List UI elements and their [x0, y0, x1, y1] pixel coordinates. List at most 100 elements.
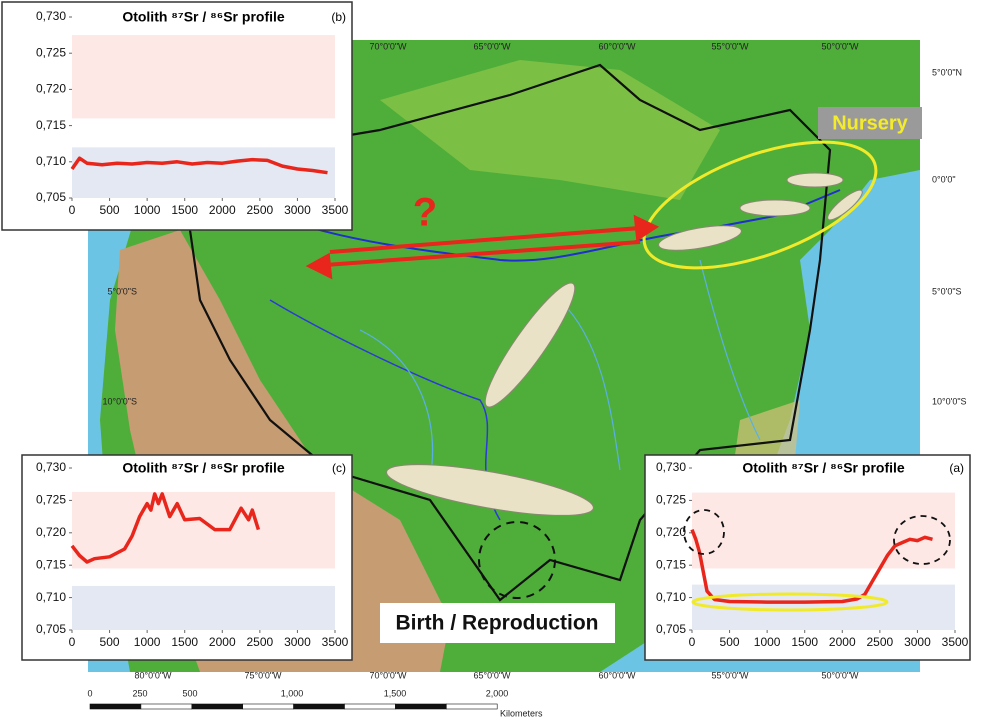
- scale-segment: [344, 703, 396, 710]
- latitude-label: 5°0'0"N: [932, 67, 962, 77]
- longitude-label: 60°0'0"W: [598, 670, 636, 680]
- chart-title: Otolith ⁸⁷Sr / ⁸⁶Sr profile: [122, 460, 285, 476]
- scale-segment: [140, 703, 193, 710]
- scale-label: 250: [132, 688, 147, 698]
- y-tick-label: 0,715: [36, 118, 66, 132]
- x-tick-label: 2000: [829, 635, 856, 649]
- range-band: [72, 147, 335, 198]
- x-tick-label: 1000: [134, 203, 161, 217]
- scale-segment: [395, 703, 447, 710]
- x-tick-label: 2000: [209, 203, 236, 217]
- birth-circle: [478, 521, 556, 599]
- longitude-label: 60°0'0"W: [598, 41, 636, 51]
- y-tick-label: 0,720: [36, 525, 66, 539]
- basin-border: [188, 63, 832, 602]
- y-tick-label: 0,710: [656, 590, 686, 604]
- bottom-strip: [88, 672, 920, 720]
- x-tick-label: 1000: [134, 635, 161, 649]
- chart-title: Otolith ⁸⁷Sr / ⁸⁶Sr profile: [122, 9, 285, 25]
- y-tick-label: 0,715: [656, 557, 686, 571]
- range-band: [72, 585, 335, 630]
- x-tick-label: 2000: [209, 635, 236, 649]
- y-tick-label: 0,725: [656, 493, 686, 507]
- profile-line: [70, 492, 261, 564]
- question-mark: ?: [413, 191, 437, 235]
- y-tick-label: 0,705: [36, 190, 66, 204]
- scale-segment: [89, 703, 142, 710]
- y-tick-label: 0,705: [656, 622, 686, 636]
- x-tick-label: 1500: [171, 203, 198, 217]
- scale-label: 2,000: [486, 688, 509, 698]
- latitude-label: 10°0'0"S: [932, 396, 967, 406]
- x-tick-label: 0: [689, 635, 696, 649]
- y-tick-label: 0,715: [36, 557, 66, 571]
- x-tick-label: 500: [100, 203, 120, 217]
- x-tick-label: 1500: [171, 635, 198, 649]
- scale-segment: [242, 703, 294, 710]
- range-band: [72, 35, 335, 119]
- x-tick-label: 3500: [322, 635, 349, 649]
- birth-box: [380, 603, 615, 643]
- insets: Otolith ⁸⁷Sr / ⁸⁶Sr profile (b) 0,705 0,710…: [1, 1, 971, 661]
- x-tick-label: 3500: [942, 635, 969, 649]
- nursery-box: [818, 107, 922, 139]
- y-tick-label: 0,730: [36, 460, 66, 474]
- range-band: [72, 491, 335, 569]
- latitude-label: 5°0'0"S: [932, 286, 962, 296]
- latitude-label: 10°0'0"S: [102, 396, 137, 406]
- x-tick-label: 0: [69, 635, 76, 649]
- x-tick-label: 3500: [322, 203, 349, 217]
- panel-label: (b): [331, 10, 346, 24]
- y-tick-label: 0,725: [36, 45, 66, 59]
- y-tick-label: 0,725: [36, 493, 66, 507]
- scale-label: 1,500: [384, 688, 407, 698]
- longitude-label: 55°0'0"W: [711, 670, 749, 680]
- x-tick-label: 0: [69, 203, 76, 217]
- x-tick-label: 500: [720, 635, 740, 649]
- fish-group: [386, 172, 863, 516]
- x-tick-label: 2500: [247, 635, 274, 649]
- longitude-label: 50°0'0"W: [821, 41, 859, 51]
- longitude-label: 75°0'0"W: [244, 670, 282, 680]
- y-tick-label: 0,720: [656, 525, 686, 539]
- longitude-label: 65°0'0"W: [473, 41, 511, 51]
- x-tick-label: 3000: [284, 635, 311, 649]
- scale-label: 0: [87, 688, 92, 698]
- latitude-label: 5°0'0"S: [107, 286, 137, 296]
- river: [359, 259, 761, 481]
- longitude-label: 80°0'0"W: [134, 670, 172, 680]
- birth-label: Birth / Reproduction: [396, 612, 599, 635]
- y-tick-label: 0,710: [36, 154, 66, 168]
- chart-title: Otolith ⁸⁷Sr / ⁸⁶Sr profile: [742, 460, 905, 476]
- nursery-label: Nursery: [832, 112, 908, 134]
- highlight-ellipse: [691, 592, 889, 612]
- river: [259, 189, 841, 262]
- scale-segment: [191, 703, 244, 710]
- highlight-circle: [683, 509, 725, 555]
- highlight-circle: [893, 515, 951, 565]
- scale-unit: Kilometers: [500, 708, 543, 718]
- y-tick-label: 0,705: [36, 622, 66, 636]
- y-tick-label: 0,710: [36, 590, 66, 604]
- latitude-label: 0°0'0": [932, 174, 956, 184]
- scale-segment: [293, 703, 345, 710]
- scale-segment: [445, 703, 498, 710]
- x-tick-label: 1000: [754, 635, 781, 649]
- longitude-label: 70°0'0"W: [369, 41, 407, 51]
- y-tick-label: 0,720: [36, 82, 66, 96]
- panel-label: (a): [949, 461, 964, 475]
- x-tick-label: 3000: [904, 635, 931, 649]
- migration-arrows: [305, 214, 660, 280]
- y-tick-label: 0,730: [656, 460, 686, 474]
- x-tick-label: 2500: [867, 635, 894, 649]
- scale-label: 1,000: [281, 688, 304, 698]
- longitude-label: 65°0'0"W: [473, 670, 511, 680]
- x-tick-label: 500: [100, 635, 120, 649]
- longitude-label: 55°0'0"W: [711, 41, 749, 51]
- scale-label: 500: [182, 688, 197, 698]
- x-tick-label: 3000: [284, 203, 311, 217]
- y-tick-label: 0,730: [36, 9, 66, 23]
- profile-line: [70, 156, 328, 175]
- x-tick-label: 2500: [247, 203, 274, 217]
